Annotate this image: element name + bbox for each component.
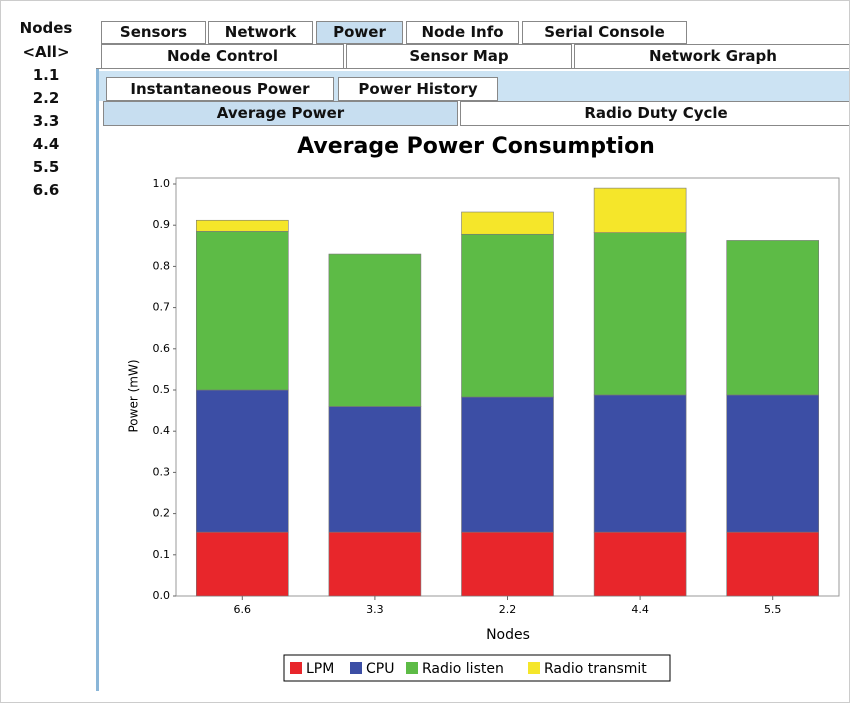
- y-tick-label: 0.2: [153, 507, 171, 520]
- bar-segment: [196, 231, 289, 391]
- bar-segment: [461, 396, 554, 533]
- y-tick-label: 0.4: [153, 424, 171, 437]
- bar-segment: [726, 531, 820, 597]
- tab[interactable]: Sensor Map: [346, 44, 572, 69]
- node-item[interactable]: 2.2: [32, 89, 60, 107]
- tab[interactable]: Power History: [338, 77, 498, 101]
- bar-segment: [328, 253, 422, 407]
- y-tick-label: 0.3: [153, 465, 171, 478]
- tab[interactable]: Power: [316, 21, 403, 44]
- bar-segment: [328, 531, 422, 597]
- bar-segment: [593, 531, 687, 597]
- legend-swatch: [528, 662, 540, 674]
- chart: Average Power Consumption Nodes Power (m…: [127, 134, 840, 682]
- bar-segment: [196, 531, 289, 597]
- x-tick-label: 3.3: [366, 603, 384, 616]
- bar-segment: [196, 389, 289, 533]
- chart-title: Average Power Consumption: [297, 134, 655, 159]
- x-tick-label: 5.5: [764, 603, 782, 616]
- tab[interactable]: Node Control: [101, 44, 344, 69]
- y-tick-label: 0.9: [153, 218, 171, 231]
- legend-label: Radio listen: [422, 661, 504, 677]
- legend-box: [283, 654, 671, 682]
- y-tick-label: 0.0: [153, 589, 171, 602]
- y-tick-label: 0.5: [153, 383, 171, 396]
- bar-segment: [461, 233, 554, 398]
- legend-swatch: [350, 662, 362, 674]
- bar-segment: [461, 211, 554, 235]
- bar-segment: [726, 240, 820, 396]
- x-tick-label: 4.4: [631, 603, 649, 616]
- y-tick-label: 0.6: [153, 342, 171, 355]
- node-item[interactable]: 5.5: [32, 158, 60, 176]
- y-tick-label: 1.0: [153, 177, 171, 190]
- legend-label: LPM: [306, 661, 334, 677]
- x-tick-label: 6.6: [234, 603, 252, 616]
- node-item[interactable]: 3.3: [32, 112, 60, 130]
- tab[interactable]: Node Info: [406, 21, 519, 44]
- y-tick-label: 0.8: [153, 259, 171, 272]
- y-tick-label: 0.7: [153, 301, 171, 314]
- tab[interactable]: Radio Duty Cycle: [460, 101, 849, 126]
- tab[interactable]: Serial Console: [522, 21, 687, 44]
- panel-edge: [96, 69, 99, 691]
- tab[interactable]: Network: [208, 21, 313, 44]
- legend-swatch: [290, 662, 302, 674]
- bar-segment: [328, 406, 422, 533]
- bar-segment: [593, 232, 687, 396]
- tab[interactable]: Average Power: [103, 101, 458, 126]
- y-axis-label: Power (mW): [127, 359, 141, 432]
- legend-label: Radio transmit: [544, 661, 647, 677]
- legend-label: CPU: [366, 661, 394, 677]
- tab[interactable]: Sensors: [101, 21, 206, 44]
- tab[interactable]: Instantaneous Power: [106, 77, 334, 101]
- node-item[interactable]: 1.1: [32, 66, 60, 84]
- nodes-title: Nodes: [19, 19, 73, 37]
- node-item[interactable]: 6.6: [32, 181, 60, 199]
- x-tick-label: 2.2: [499, 603, 517, 616]
- y-tick-label: 0.1: [153, 548, 171, 561]
- bar-segment: [593, 187, 687, 233]
- bar-segment: [593, 394, 687, 533]
- node-item[interactable]: <All>: [22, 43, 70, 61]
- bar-segment: [726, 394, 820, 533]
- x-axis-label: Nodes: [486, 627, 530, 643]
- tab[interactable]: Network Graph: [574, 44, 849, 69]
- bar-segment: [196, 219, 289, 232]
- legend-swatch: [406, 662, 418, 674]
- node-item[interactable]: 4.4: [32, 135, 60, 153]
- bar-segment: [461, 531, 554, 597]
